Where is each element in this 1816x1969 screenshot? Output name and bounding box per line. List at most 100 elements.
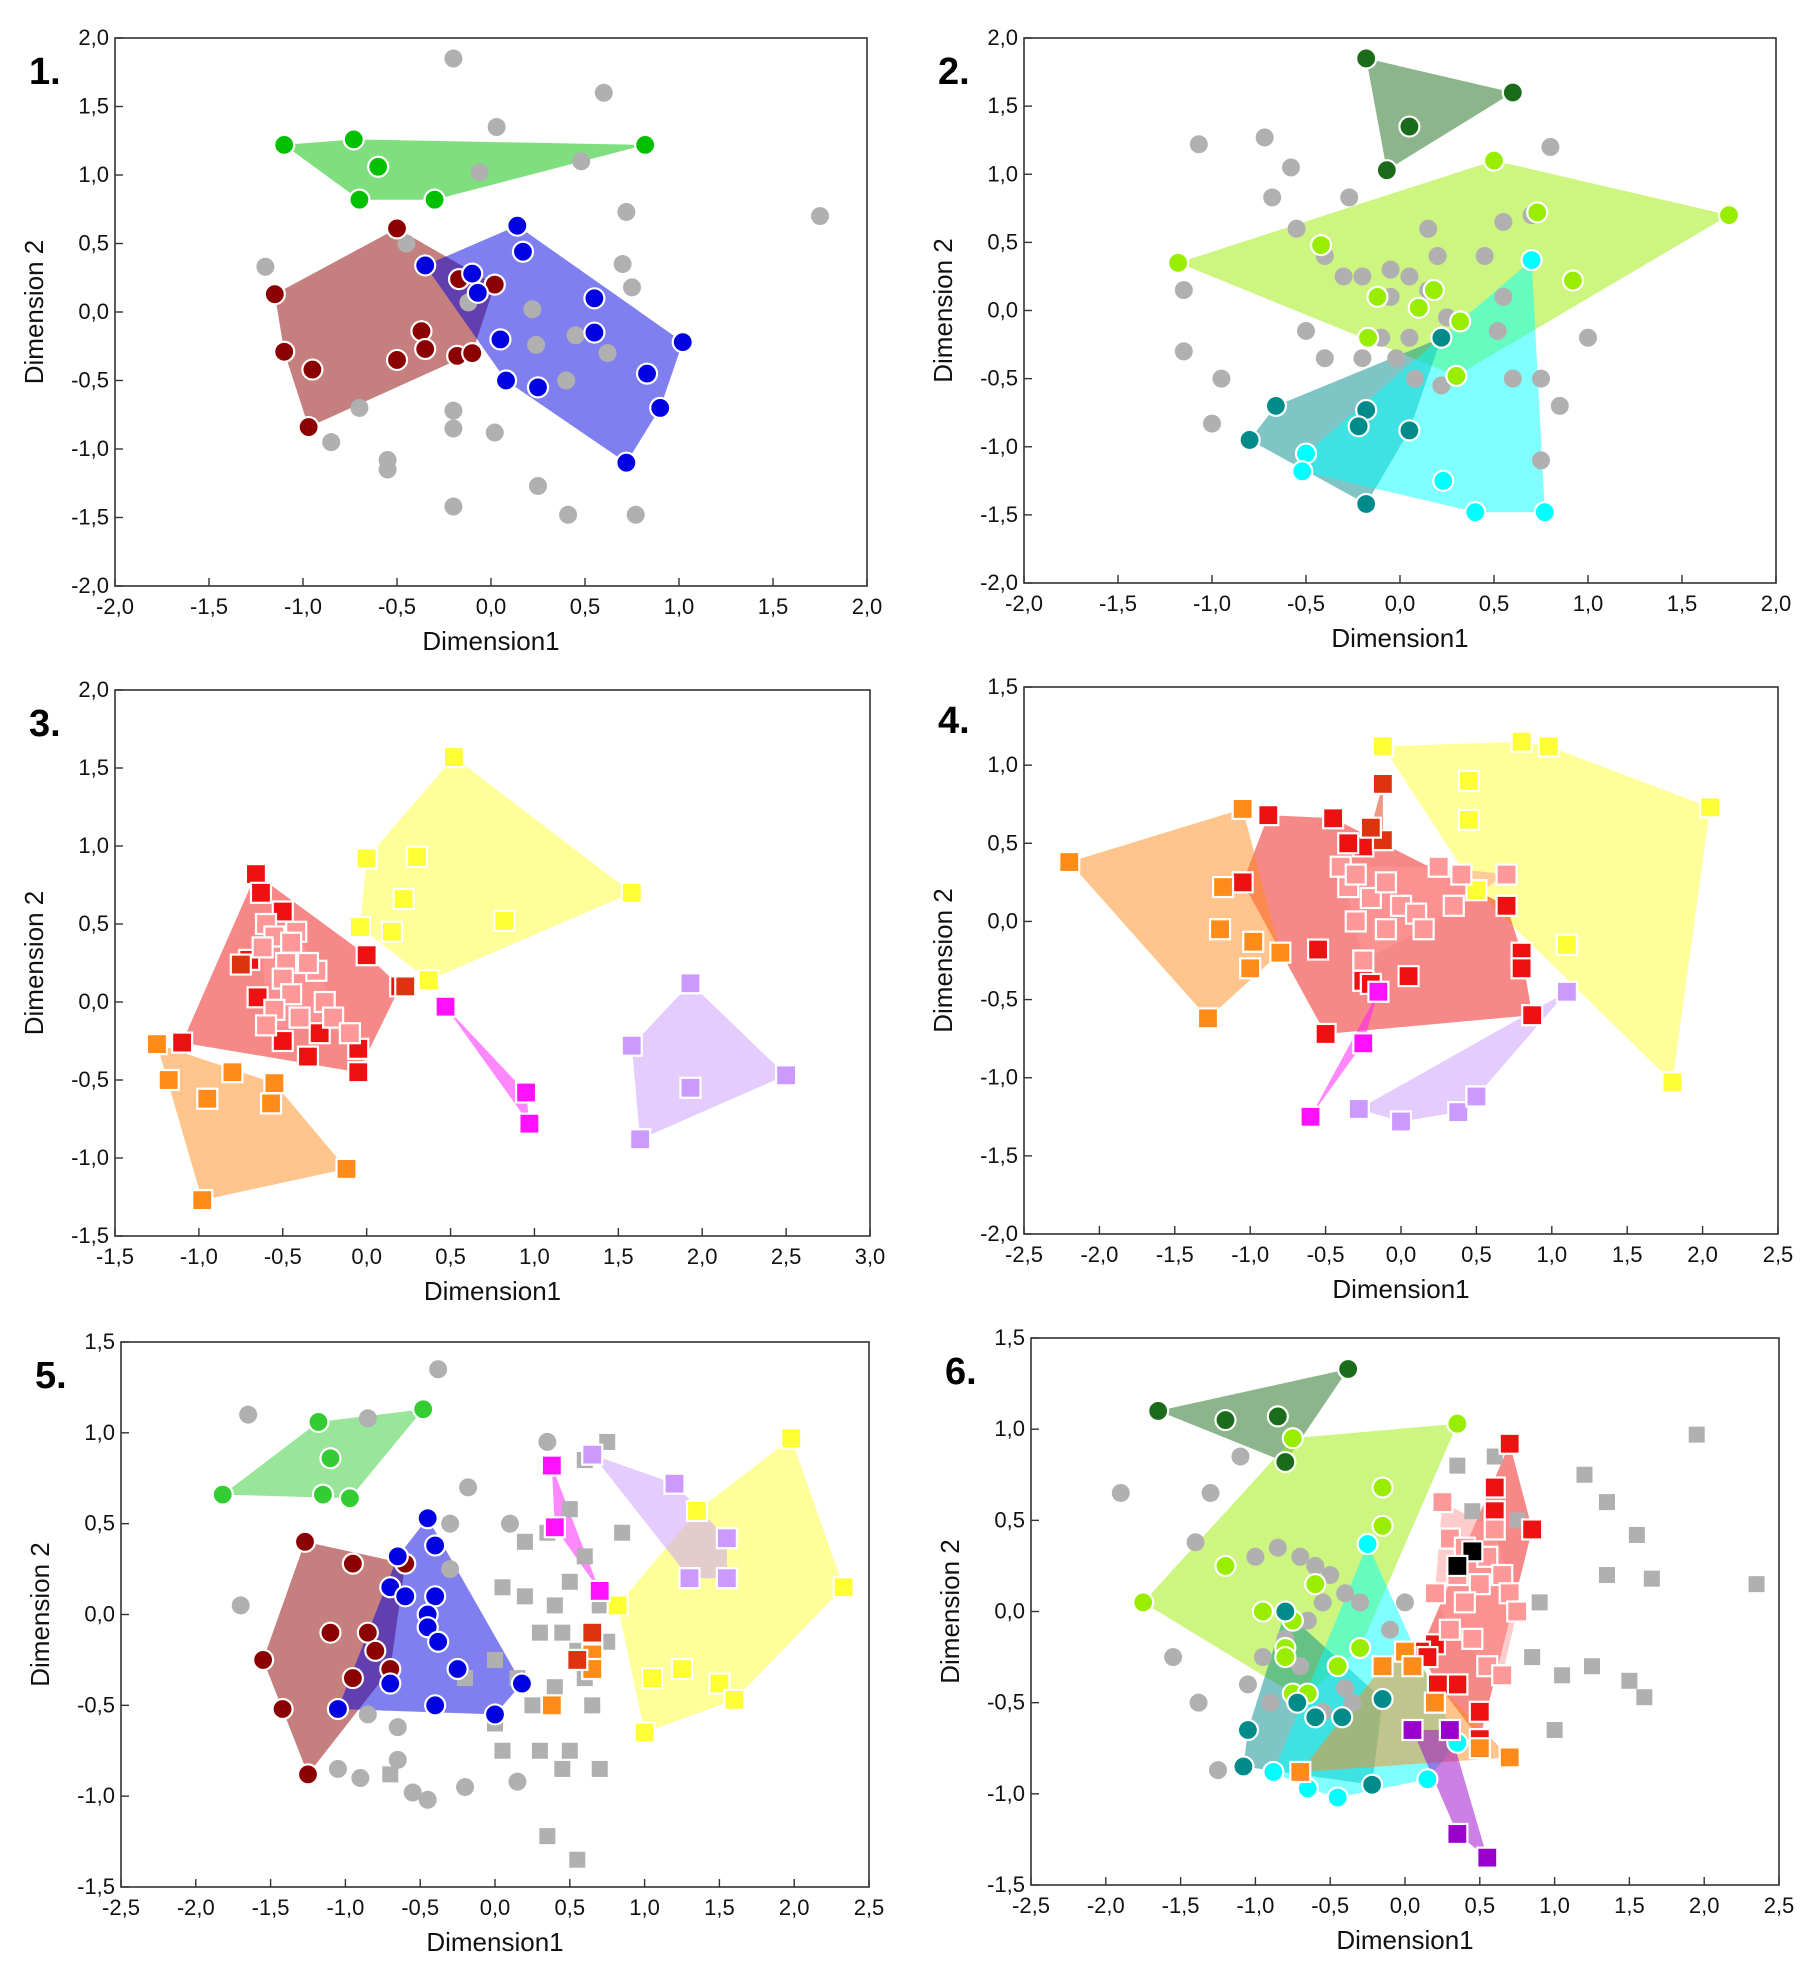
data-point	[319, 1447, 342, 1470]
data-point	[1453, 1591, 1476, 1614]
data-point	[1636, 1689, 1653, 1706]
data-point	[1401, 1718, 1424, 1742]
data-point	[526, 376, 550, 399]
data-point	[1561, 269, 1585, 292]
data-point	[1381, 1620, 1400, 1639]
data-point	[1360, 1773, 1384, 1796]
data-point	[296, 1045, 320, 1068]
data-point	[1211, 875, 1235, 899]
data-point	[489, 328, 512, 351]
data-point	[1628, 1526, 1645, 1543]
data-point	[1438, 1718, 1461, 1742]
data-point	[1643, 1570, 1660, 1587]
data-point	[1174, 342, 1193, 361]
x-tick-label: 1,0	[1537, 1242, 1568, 1267]
data-point	[1263, 188, 1282, 207]
y-tick-label: 1,0	[84, 1420, 115, 1445]
y-tick-label: -1,5	[980, 1143, 1018, 1168]
data-point	[211, 1483, 234, 1506]
x-tick-label: 1,5	[1667, 591, 1698, 616]
data-point	[296, 1763, 320, 1786]
data-point	[1375, 159, 1398, 182]
data-point	[614, 1524, 631, 1541]
data-point	[715, 1567, 738, 1590]
data-point	[1281, 158, 1300, 177]
y-tick-label: -2,0	[980, 570, 1018, 595]
data-point	[423, 188, 446, 211]
data-point	[1576, 1466, 1593, 1483]
data-point	[1298, 1611, 1317, 1630]
x-tick-label: -2,5	[102, 1895, 140, 1920]
y-tick-label: -1,0	[71, 1145, 109, 1170]
data-point	[1321, 1566, 1340, 1585]
data-point	[640, 1666, 664, 1690]
data-point	[1450, 863, 1473, 886]
data-point	[1347, 415, 1370, 438]
data-point	[1274, 1645, 1297, 1669]
y-tick-label: -1,5	[987, 1872, 1025, 1897]
data-point	[559, 505, 578, 524]
panel-number: 5.	[35, 1355, 67, 1397]
data-point	[1326, 1786, 1349, 1809]
data-point	[1431, 1490, 1454, 1514]
data-point	[566, 1648, 589, 1672]
y-axis-label: Dimension 2	[25, 1542, 55, 1687]
group-hull	[156, 1044, 347, 1201]
data-point	[583, 287, 606, 310]
data-point	[606, 1594, 629, 1617]
x-tick-label: -1,5	[1162, 1893, 1200, 1918]
x-tick-label: 2,5	[854, 1895, 885, 1920]
y-tick-label: 0,5	[987, 830, 1018, 855]
data-point	[1621, 1672, 1638, 1689]
data-point	[378, 460, 397, 479]
data-point	[427, 1630, 450, 1653]
data-point	[1422, 278, 1445, 302]
x-axis-label: Dimension1	[1336, 1925, 1473, 1955]
group-hull	[1302, 260, 1545, 513]
data-point	[1483, 1518, 1506, 1541]
x-tick-label: -2,0	[96, 594, 134, 619]
data-point	[1389, 1110, 1413, 1133]
data-point	[341, 1552, 364, 1575]
data-point	[424, 1694, 447, 1717]
y-tick-label: -1,5	[980, 502, 1018, 527]
data-point	[1371, 1476, 1394, 1499]
data-point	[338, 1487, 361, 1510]
data-point	[1201, 1483, 1220, 1502]
data-point	[494, 369, 518, 392]
data-point	[529, 476, 547, 495]
plot-body	[1167, 47, 1741, 524]
data-point	[1520, 248, 1543, 272]
data-point	[540, 1454, 563, 1477]
data-point	[1314, 1022, 1337, 1046]
data-point	[263, 1072, 286, 1095]
data-point	[1214, 1554, 1237, 1578]
data-point	[444, 49, 463, 68]
x-tick-label: 2,0	[779, 1895, 810, 1920]
x-tick-label: 2,0	[1761, 591, 1792, 616]
x-tick-label: 0,5	[555, 1895, 586, 1920]
data-point	[1482, 149, 1506, 172]
data-point	[1304, 1573, 1327, 1596]
data-point	[1483, 1500, 1506, 1523]
y-tick-label: 1,5	[987, 674, 1018, 699]
data-point	[1465, 1085, 1488, 1108]
data-point	[271, 1697, 294, 1721]
y-tick-label: -1,5	[77, 1874, 115, 1899]
data-point	[511, 240, 535, 263]
data-point	[1447, 1100, 1470, 1124]
x-tick-label: -1,0	[1231, 1242, 1269, 1267]
x-tick-label: 0,5	[1465, 1893, 1496, 1918]
data-point	[319, 1621, 342, 1644]
x-tick-label: 0,0	[1386, 1242, 1417, 1267]
x-tick-label: 2,0	[687, 1244, 718, 1269]
data-point	[1268, 1538, 1287, 1557]
data-point	[1231, 797, 1254, 821]
data-point	[1423, 1582, 1447, 1605]
x-tick-label: -2,0	[1087, 1893, 1125, 1918]
x-tick-label: -1,5	[252, 1895, 290, 1920]
data-point	[1406, 369, 1425, 388]
data-point	[1494, 287, 1513, 306]
data-point	[539, 1828, 556, 1845]
data-point	[1407, 296, 1430, 319]
